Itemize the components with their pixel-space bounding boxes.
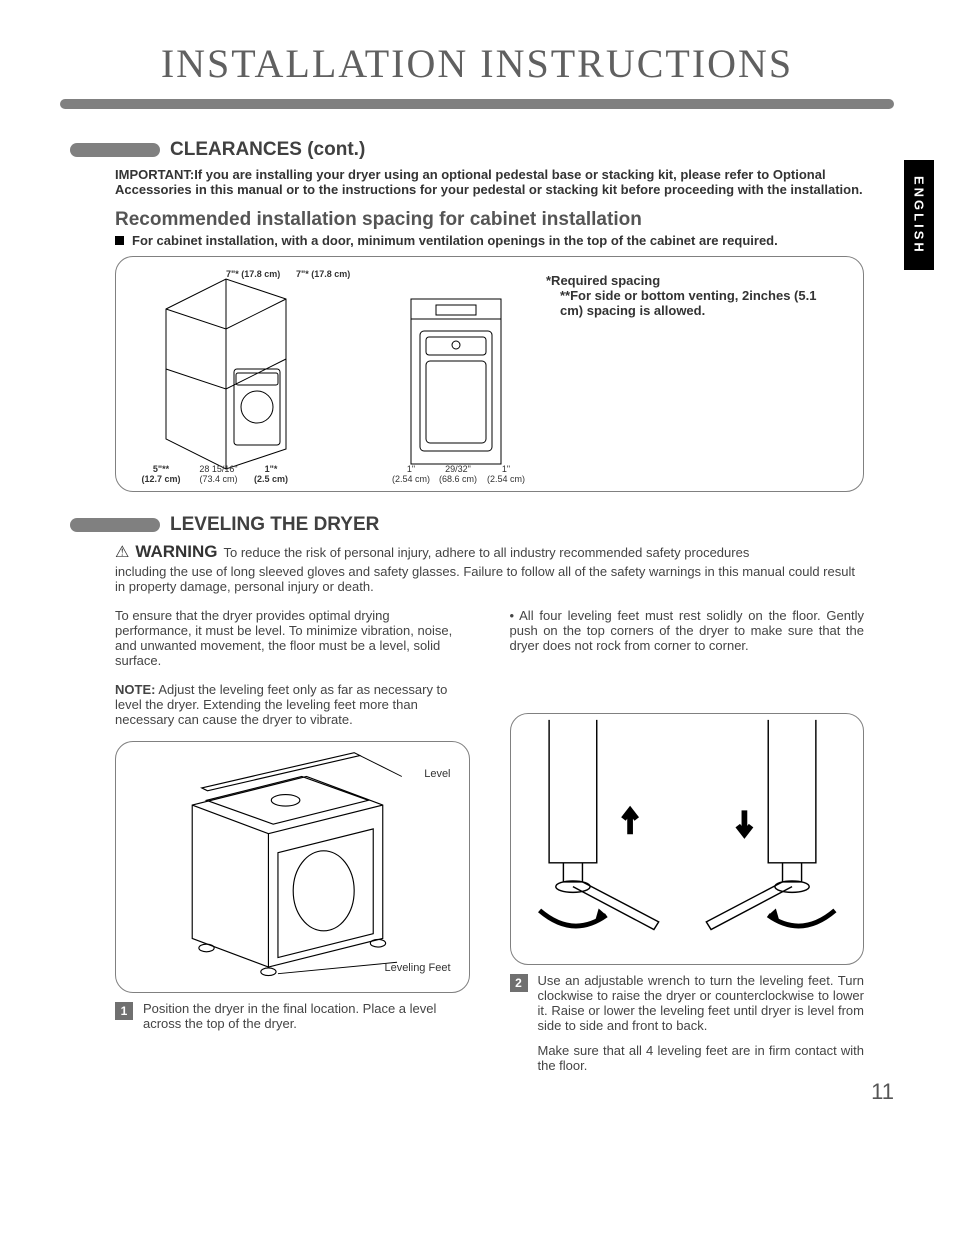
step-2-text: Use an adjustable wrench to turn the lev… bbox=[538, 973, 865, 1083]
section-leveling: LEVELING THE DRYER ⚠ WARNING To reduce t… bbox=[115, 514, 864, 1083]
leveling-columns: To ensure that the dryer provides optima… bbox=[115, 608, 864, 1083]
section-header-leveling: LEVELING THE DRYER bbox=[115, 514, 864, 536]
clearance-note: *Required spacing **For side or bottom v… bbox=[546, 269, 843, 479]
note-text: Adjust the leveling feet only as far as … bbox=[115, 682, 447, 727]
section-title-clearances: CLEARANCES (cont.) bbox=[170, 139, 365, 161]
section-header-clearances: CLEARANCES (cont.) bbox=[115, 139, 864, 161]
dim-top-1: 7"* (17.8 cm) bbox=[226, 269, 280, 279]
sub-heading-spacing: Recommended installation spacing for cab… bbox=[115, 209, 864, 231]
leveling-p1: To ensure that the dryer provides optima… bbox=[115, 608, 470, 668]
dim-b5: 29/32"(68.6 cm) bbox=[434, 464, 482, 484]
figure-dryer-level: Level Leveling Feet bbox=[115, 741, 470, 993]
warning-text-continue: including the use of long sleeved gloves… bbox=[115, 564, 864, 594]
side-venting-label: **For side or bottom venting, 2inches (5… bbox=[546, 288, 843, 318]
dim-b3: 1"*(2.5 cm) bbox=[251, 464, 291, 484]
step-1-text: Position the dryer in the final location… bbox=[143, 1001, 470, 1031]
step-1-num: 1 bbox=[115, 1002, 133, 1020]
bullet-line: For cabinet installation, with a door, m… bbox=[115, 233, 864, 248]
warning-icon: ⚠ bbox=[115, 542, 129, 562]
cabinet-diagram-svg bbox=[136, 269, 516, 479]
leveling-right-p1: • All four leveling feet must rest solid… bbox=[510, 608, 865, 653]
wrench-svg bbox=[511, 714, 864, 964]
bullet-text: For cabinet installation, with a door, m… bbox=[132, 233, 778, 248]
section-bullet-icon bbox=[70, 518, 160, 532]
dim-top-2: 7"* (17.8 cm) bbox=[296, 269, 350, 279]
dim-b2: 28 15/16"(73.4 cm) bbox=[191, 464, 246, 484]
leveling-col-left: To ensure that the dryer provides optima… bbox=[115, 608, 470, 1083]
page-container: INSTALLATION INSTRUCTIONS ENGLISH CLEARA… bbox=[0, 0, 954, 1123]
step-2b: Make sure that all 4 leveling feet are i… bbox=[538, 1043, 865, 1073]
warning-label: WARNING bbox=[135, 542, 217, 562]
leveling-note: NOTE: Adjust the leveling feet only as f… bbox=[115, 682, 470, 727]
step-2a: Use an adjustable wrench to turn the lev… bbox=[538, 973, 865, 1033]
callout-level: Level bbox=[424, 768, 450, 780]
figure-wrench bbox=[510, 713, 865, 965]
dryer-level-svg bbox=[116, 742, 469, 992]
dim-b4: 1"(2.54 cm) bbox=[391, 464, 431, 484]
page-number: 11 bbox=[871, 1079, 894, 1105]
step-2-num: 2 bbox=[510, 974, 528, 992]
title-rule bbox=[60, 99, 894, 109]
step-1-row: 1 Position the dryer in the final locati… bbox=[115, 1001, 470, 1031]
language-tab: ENGLISH bbox=[904, 160, 934, 270]
important-text: IMPORTANT:If you are installing your dry… bbox=[115, 167, 864, 197]
leveling-col-right: • All four leveling feet must rest solid… bbox=[510, 608, 865, 1083]
main-title: INSTALLATION INSTRUCTIONS bbox=[60, 40, 894, 87]
step-2-row: 2 Use an adjustable wrench to turn the l… bbox=[510, 973, 865, 1083]
warning-row: ⚠ WARNING To reduce the risk of personal… bbox=[115, 542, 864, 562]
clearance-diagram: 7"* (17.8 cm) 7"* (17.8 cm) 5"**(12.7 cm… bbox=[136, 269, 516, 479]
square-bullet-icon bbox=[115, 236, 124, 245]
dim-b6: 1"(2.54 cm) bbox=[486, 464, 526, 484]
callout-feet: Leveling Feet bbox=[384, 962, 450, 974]
req-spacing-label: *Required spacing bbox=[546, 273, 843, 288]
section-title-leveling: LEVELING THE DRYER bbox=[170, 514, 379, 536]
section-clearances: CLEARANCES (cont.) IMPORTANT:If you are … bbox=[115, 139, 864, 492]
note-label: NOTE: bbox=[115, 682, 155, 697]
section-bullet-icon bbox=[70, 143, 160, 157]
clearance-diagram-box: 7"* (17.8 cm) 7"* (17.8 cm) 5"**(12.7 cm… bbox=[115, 256, 864, 492]
dim-b1: 5"**(12.7 cm) bbox=[136, 464, 186, 484]
warning-text-inline: To reduce the risk of personal injury, a… bbox=[224, 545, 864, 560]
